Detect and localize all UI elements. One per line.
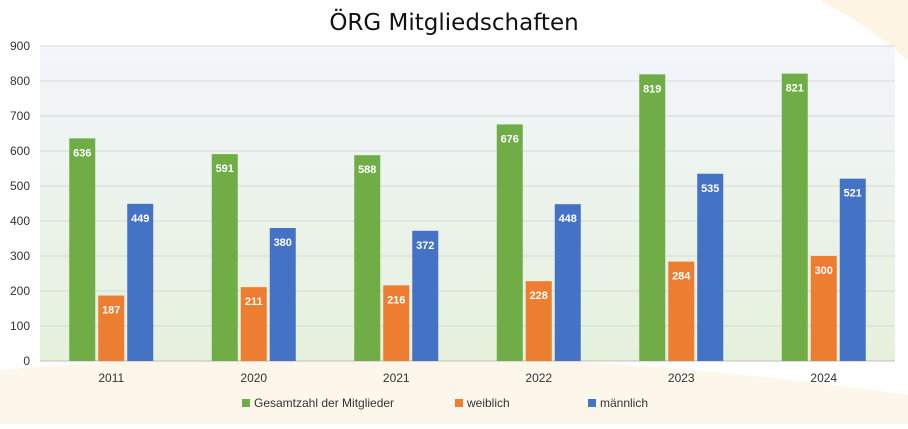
- bar: [127, 203, 154, 361]
- data-label: 636: [73, 147, 91, 159]
- data-label: 449: [131, 213, 149, 225]
- legend-label: weiblich: [466, 396, 510, 410]
- legend-swatch: [455, 399, 463, 407]
- data-label: 187: [102, 305, 120, 317]
- bar: [639, 74, 666, 361]
- x-tick-label: 2022: [525, 371, 552, 385]
- plot-area: [40, 46, 895, 361]
- data-label: 211: [245, 296, 263, 308]
- data-label: 300: [815, 265, 833, 277]
- x-tick-label: 2011: [98, 371, 124, 385]
- background-corner: [820, 0, 908, 60]
- x-tick-label: 2023: [668, 371, 695, 385]
- data-label: 821: [786, 83, 804, 95]
- y-tick-label: 300: [10, 249, 30, 263]
- data-label: 521: [844, 188, 862, 200]
- bar: [668, 261, 695, 361]
- x-tick-label: 2020: [240, 371, 267, 385]
- data-label: 380: [274, 237, 292, 249]
- bar: [354, 155, 381, 361]
- y-tick-label: 400: [10, 214, 30, 228]
- data-label: 284: [672, 271, 691, 283]
- data-label: 535: [701, 183, 719, 195]
- legend-swatch: [588, 399, 596, 407]
- bar: [269, 228, 296, 361]
- data-label: 372: [416, 240, 434, 252]
- chart-title: ÖRG Mitgliedschaften: [329, 10, 579, 36]
- y-tick-label: 0: [23, 354, 30, 368]
- bar: [496, 124, 523, 362]
- legend: Gesamtzahl der Mitglieder weiblich männlic…: [242, 396, 648, 410]
- bar: [383, 285, 410, 361]
- y-tick-label: 900: [10, 39, 30, 53]
- axes: 0 100 200 300 400 500 600 700 800 900 2011 2020 2021…: [10, 39, 837, 385]
- x-tick-label: 2024: [810, 371, 837, 385]
- bar: [69, 138, 96, 361]
- y-tick-label: 800: [10, 74, 30, 88]
- y-tick-label: 700: [10, 109, 30, 123]
- bar: [98, 295, 125, 361]
- bar: [697, 173, 724, 361]
- x-tick-label: 2021: [383, 371, 410, 385]
- bar: [839, 178, 866, 361]
- bar: [525, 281, 552, 361]
- data-label: 676: [501, 133, 519, 145]
- data-label: 591: [216, 163, 234, 175]
- bar: [240, 287, 267, 361]
- bar: [810, 256, 837, 361]
- bar: [412, 230, 439, 361]
- y-tick-label: 100: [10, 319, 30, 333]
- legend-label: männlich: [600, 396, 648, 410]
- y-tick-label: 600: [10, 144, 30, 158]
- data-label: 216: [387, 294, 405, 306]
- legend-label: Gesamtzahl der Mitglieder: [254, 396, 394, 410]
- data-label: 588: [358, 164, 376, 176]
- background-swoosh: [0, 354, 908, 424]
- data-label: 819: [643, 83, 661, 95]
- y-tick-label: 500: [10, 179, 30, 193]
- legend-swatch: [242, 399, 250, 407]
- data-label: 228: [530, 290, 548, 302]
- bars: [69, 73, 866, 362]
- y-tick-label: 200: [10, 284, 30, 298]
- data-label: 448: [559, 213, 577, 225]
- data-labels: 636 187 449 591 211 380 588 216 372 676 228 448 819 2…: [73, 83, 862, 317]
- bar: [781, 73, 808, 362]
- bar: [554, 204, 581, 361]
- gridlines: [40, 45, 895, 362]
- bar: [211, 154, 238, 361]
